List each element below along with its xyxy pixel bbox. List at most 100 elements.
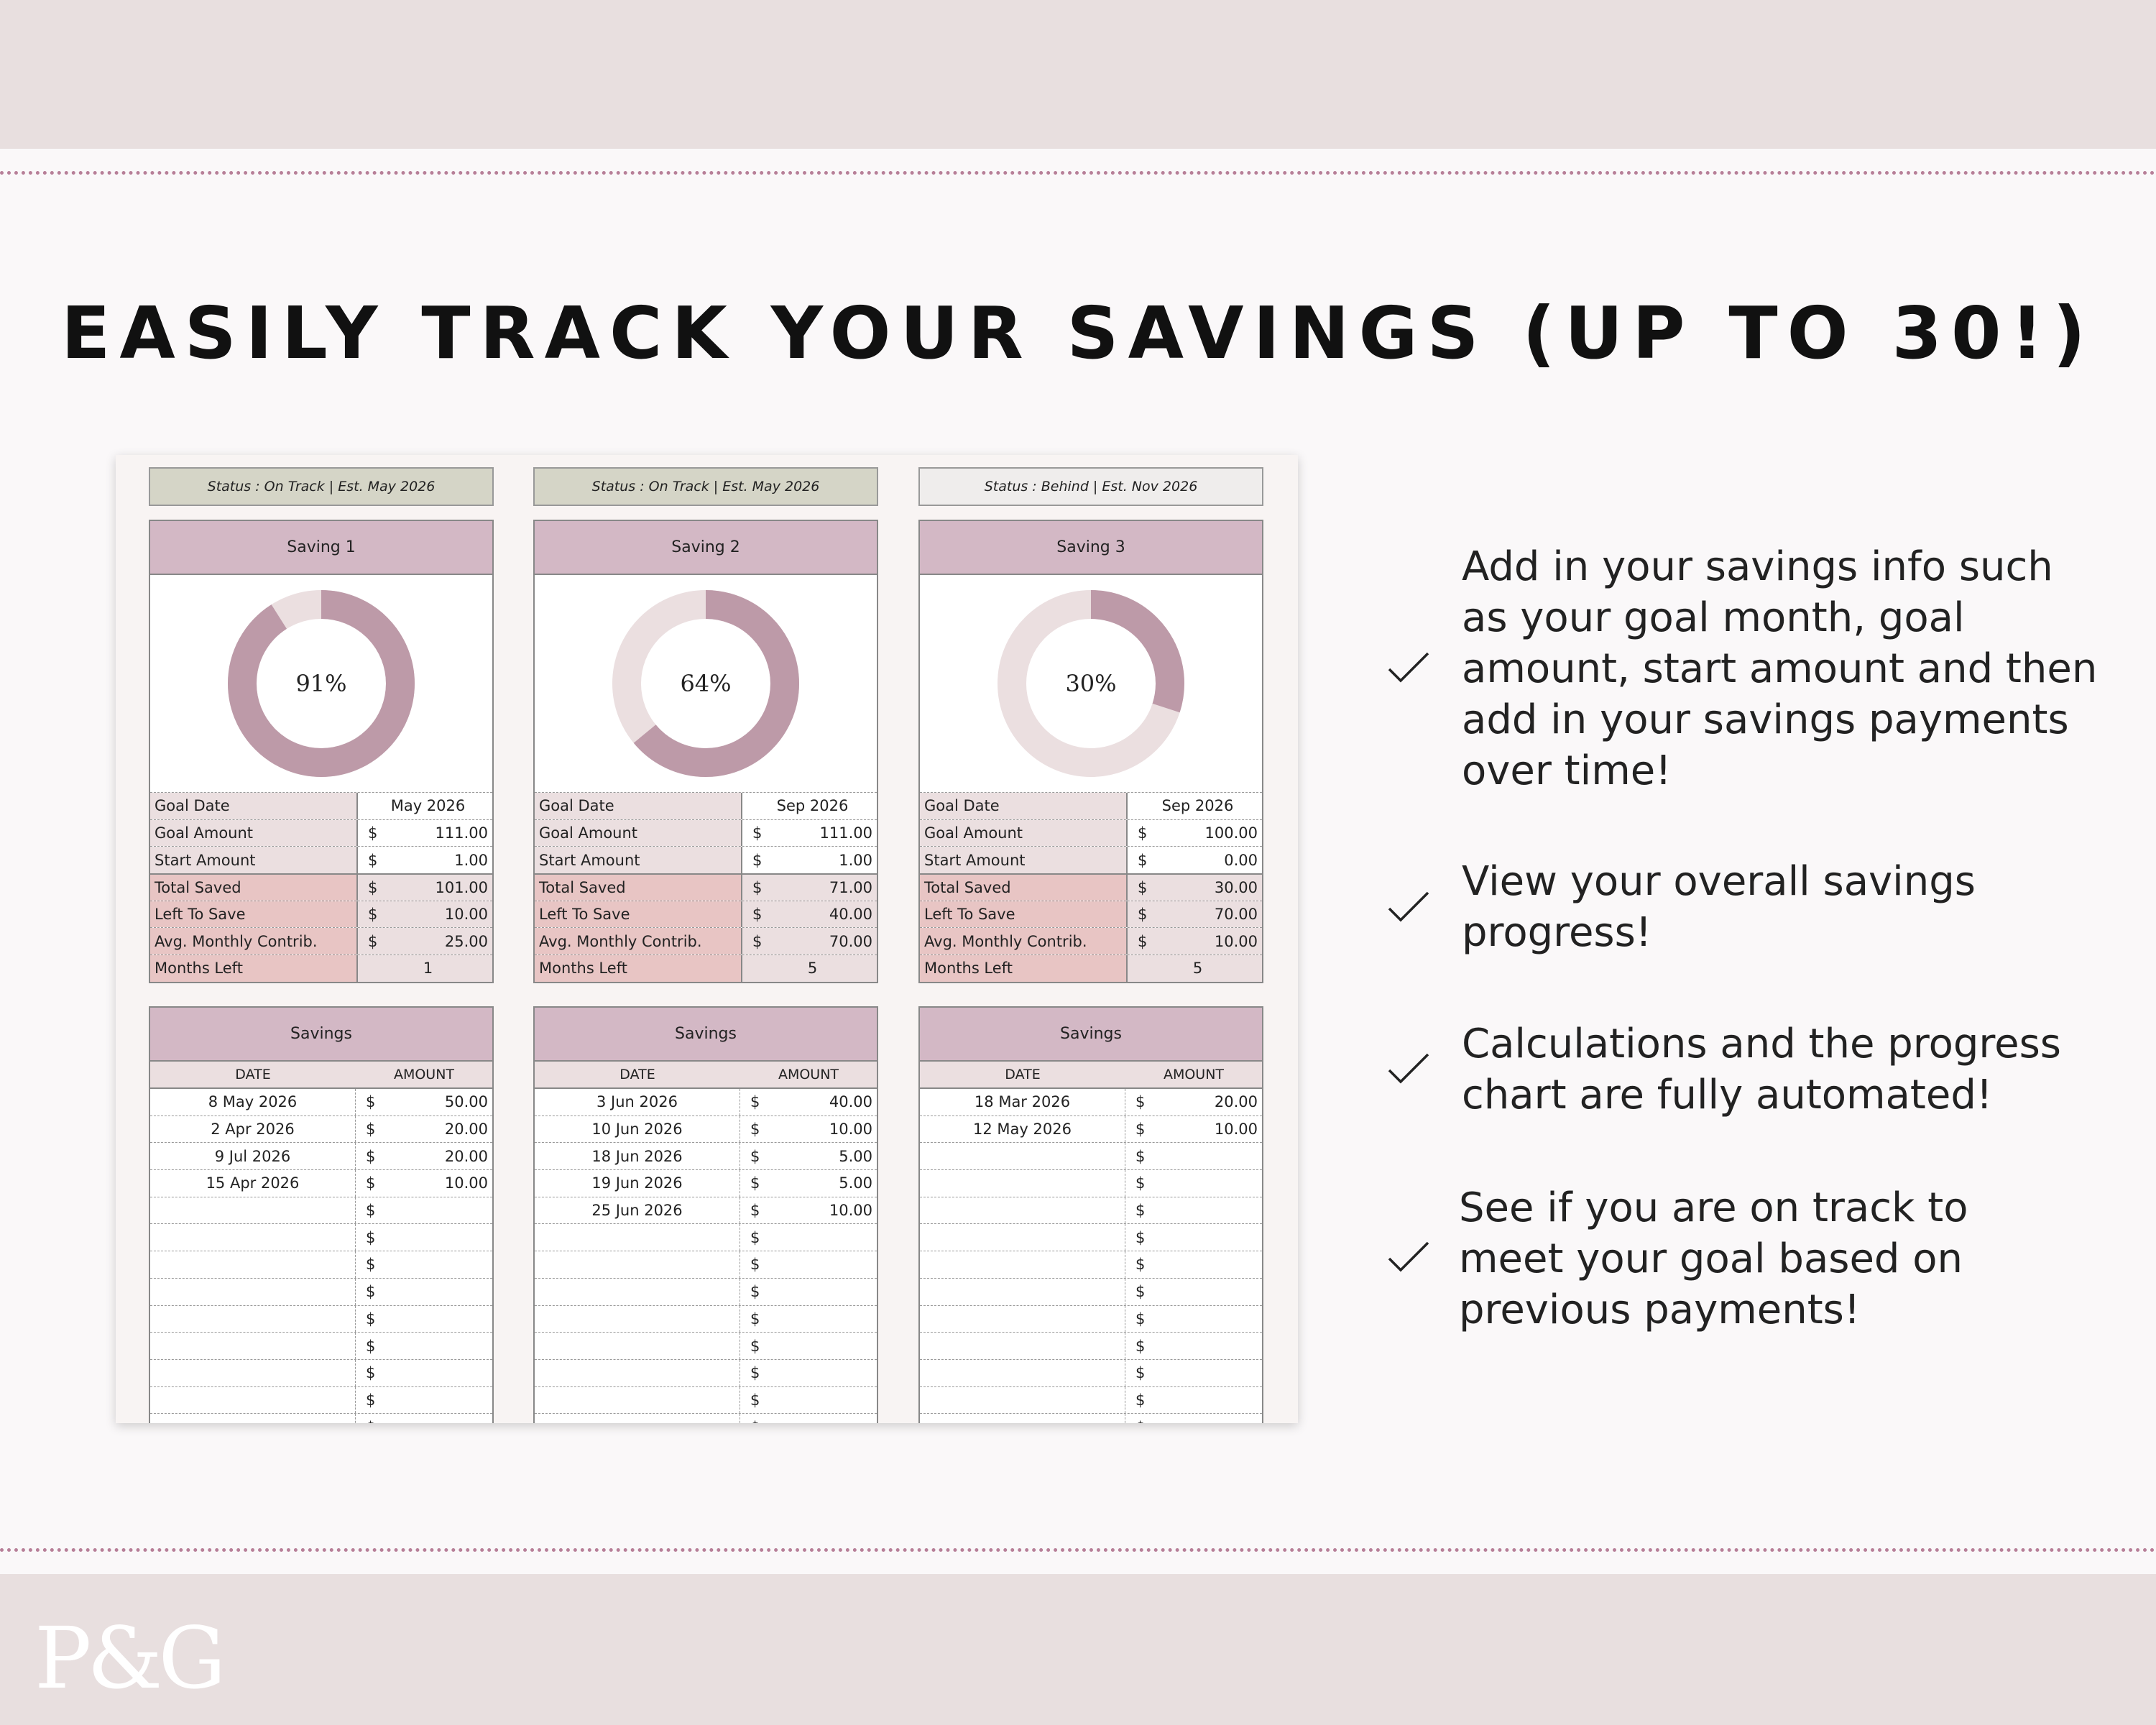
entry-date[interactable]: 12 May 2026 [920,1116,1125,1143]
entry-date[interactable] [150,1359,356,1386]
info-value[interactable]: 25.00 [444,932,488,950]
entry-date[interactable]: 19 Jun 2026 [535,1170,740,1197]
entry-date[interactable] [150,1278,356,1305]
entry-amount-cell[interactable]: $10.00 [740,1197,877,1224]
info-value[interactable]: 71.00 [829,878,872,896]
entry-date[interactable] [920,1197,1125,1224]
info-value[interactable]: 101.00 [435,878,488,896]
entry-date[interactable]: 9 Jul 2026 [150,1143,356,1170]
info-value[interactable]: 70.00 [829,932,872,950]
entry-date[interactable] [920,1386,1125,1414]
entry-amount-cell[interactable]: $ [356,1306,492,1333]
entry-date[interactable] [920,1170,1125,1197]
entry-date[interactable] [535,1278,740,1305]
entry-date[interactable] [150,1414,356,1423]
entry-amount-cell[interactable]: $20.00 [356,1143,492,1169]
entry-date[interactable] [535,1251,740,1278]
entry-date[interactable]: 18 Mar 2026 [920,1089,1125,1116]
info-value[interactable]: 100.00 [1204,824,1258,842]
entry-amount-cell[interactable]: $ [356,1333,492,1359]
info-value[interactable]: 1 [423,960,433,978]
entry-amount-cell[interactable]: $20.00 [1125,1089,1262,1116]
entry-amount-cell[interactable]: $ [740,1306,877,1333]
entry-date[interactable]: 8 May 2026 [150,1089,356,1116]
entry-amount-cell[interactable]: $ [740,1387,877,1414]
entry-date[interactable] [920,1414,1125,1423]
entry-amount-cell[interactable]: $50.00 [356,1089,492,1116]
entry-amount-cell[interactable]: $ [1125,1251,1262,1278]
entry-date[interactable] [150,1386,356,1414]
entry-amount-cell[interactable]: $ [1125,1224,1262,1251]
entry-amount-cell[interactable]: $ [356,1387,492,1414]
entry-date[interactable] [535,1414,740,1423]
entry-amount-cell[interactable]: $ [356,1224,492,1251]
entry-amount-cell[interactable]: $ [1125,1333,1262,1359]
entry-amount-cell[interactable]: $ [356,1360,492,1386]
info-value[interactable]: 10.00 [1214,932,1258,950]
entry-amount-cell[interactable]: $ [1125,1170,1262,1197]
entry-date[interactable] [535,1359,740,1386]
entry-date[interactable] [535,1386,740,1414]
entry-amount-cell[interactable]: $ [740,1360,877,1386]
info-value[interactable]: 111.00 [819,824,872,842]
info-value[interactable]: May 2026 [390,797,466,815]
entry-date[interactable] [920,1305,1125,1333]
entry-date[interactable] [150,1224,356,1251]
entry-amount-cell[interactable]: $5.00 [740,1170,877,1197]
info-row-total-saved: Total Saved $71.00 [535,873,877,901]
entry-date[interactable] [150,1251,356,1278]
entry-date[interactable] [920,1359,1125,1386]
entry-amount-cell[interactable]: $10.00 [356,1170,492,1197]
info-value[interactable]: 5 [807,960,818,978]
entry-date[interactable] [920,1251,1125,1278]
entry-amount-cell[interactable]: $ [740,1333,877,1359]
entry-amount-cell[interactable]: $ [1125,1360,1262,1386]
entry-amount-cell[interactable]: $10.00 [1125,1116,1262,1143]
entry-amount-cell[interactable]: $ [740,1251,877,1278]
info-value[interactable]: 111.00 [435,824,488,842]
entry-amount-cell[interactable]: $ [356,1279,492,1305]
info-value[interactable]: 5 [1192,960,1203,978]
entry-date[interactable]: 15 Apr 2026 [150,1170,356,1197]
entry-amount-cell[interactable]: $10.00 [740,1116,877,1143]
info-value[interactable]: 10.00 [444,906,488,924]
entry-date[interactable] [535,1305,740,1333]
info-value[interactable]: 1.00 [454,851,488,869]
entry-amount-cell[interactable]: $ [740,1414,877,1423]
entry-date[interactable] [150,1333,356,1359]
entry-amount-cell[interactable]: $5.00 [740,1143,877,1169]
info-value[interactable]: 0.00 [1224,851,1258,869]
entry-date[interactable]: 3 Jun 2026 [535,1089,740,1116]
entry-date[interactable]: 18 Jun 2026 [535,1143,740,1170]
entry-date[interactable]: 25 Jun 2026 [535,1197,740,1224]
info-value[interactable]: 70.00 [1214,906,1258,924]
entry-amount-cell[interactable]: $ [1125,1143,1262,1169]
entry-date[interactable] [920,1224,1125,1251]
entry-amount-cell[interactable]: $ [740,1224,877,1251]
info-value[interactable]: 30.00 [1214,878,1258,896]
info-value[interactable]: Sep 2026 [776,797,849,815]
entry-date[interactable] [920,1333,1125,1359]
entry-amount-cell[interactable]: $ [1125,1414,1262,1423]
entry-date[interactable] [535,1333,740,1359]
entry-amount-cell[interactable]: $ [740,1279,877,1305]
entry-amount-cell[interactable]: $ [356,1414,492,1423]
entry-date[interactable]: 10 Jun 2026 [535,1116,740,1143]
entry-amount-cell[interactable]: $40.00 [740,1089,877,1116]
entry-date[interactable]: 2 Apr 2026 [150,1116,356,1143]
info-value[interactable]: 40.00 [829,906,872,924]
entry-amount-cell[interactable]: $ [1125,1279,1262,1305]
info-value[interactable]: 1.00 [839,851,872,869]
entry-date[interactable] [535,1224,740,1251]
entry-date[interactable] [150,1197,356,1224]
entry-amount-cell[interactable]: $ [356,1197,492,1224]
entry-amount-cell[interactable]: $ [1125,1306,1262,1333]
entry-amount-cell[interactable]: $ [1125,1387,1262,1414]
entry-amount-cell[interactable]: $ [1125,1197,1262,1224]
entry-date[interactable] [920,1278,1125,1305]
entry-amount-cell[interactable]: $ [356,1251,492,1278]
entry-amount-cell[interactable]: $20.00 [356,1116,492,1143]
info-value[interactable]: Sep 2026 [1161,797,1234,815]
entry-date[interactable] [920,1143,1125,1170]
entry-date[interactable] [150,1305,356,1333]
